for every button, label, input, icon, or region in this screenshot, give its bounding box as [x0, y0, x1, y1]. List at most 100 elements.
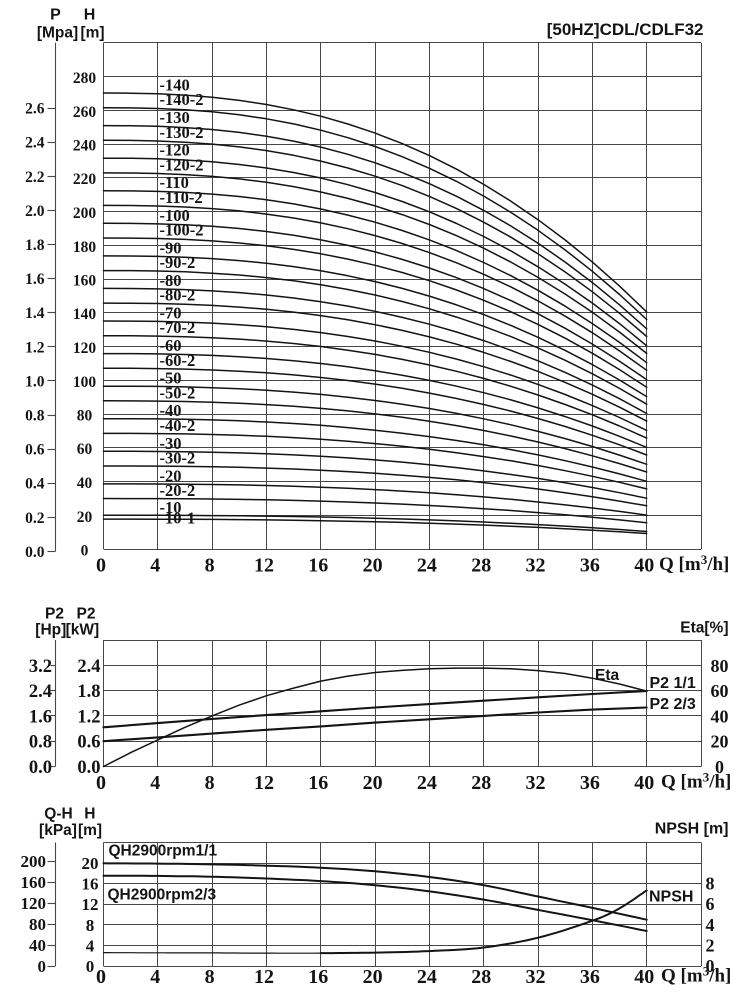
svg-text:0: 0 — [96, 966, 106, 988]
svg-text:28: 28 — [471, 966, 491, 988]
svg-text:140: 140 — [73, 306, 97, 323]
svg-text:220: 220 — [73, 171, 97, 188]
svg-text:60: 60 — [77, 441, 93, 458]
svg-text:Q [m3/h]: Q [m3/h] — [659, 552, 729, 575]
svg-text:8: 8 — [205, 555, 215, 577]
svg-text:200: 200 — [73, 205, 97, 222]
svg-text:P: P — [50, 7, 61, 24]
svg-text:-130: -130 — [160, 108, 190, 127]
svg-text:6: 6 — [706, 894, 715, 914]
svg-text:32: 32 — [526, 772, 546, 794]
svg-text:160: 160 — [73, 273, 97, 290]
svg-text:P2: P2 — [45, 606, 64, 623]
svg-text:24: 24 — [417, 772, 437, 794]
svg-text:NPSH [m]: NPSH [m] — [655, 821, 729, 838]
svg-text:1.8: 1.8 — [77, 682, 100, 702]
svg-text:32: 32 — [526, 555, 546, 577]
svg-text:Eta[%]: Eta[%] — [680, 620, 728, 637]
svg-text:100: 100 — [73, 374, 97, 391]
svg-text:-80: -80 — [160, 271, 182, 290]
svg-text:-40: -40 — [160, 401, 182, 420]
svg-text:2.6: 2.6 — [25, 101, 45, 118]
svg-text:-20-2: -20-2 — [160, 481, 196, 500]
svg-text:20: 20 — [363, 966, 383, 988]
svg-text:H: H — [84, 7, 96, 24]
svg-text:0.6: 0.6 — [25, 442, 45, 459]
svg-text:-10-1: -10-1 — [160, 509, 196, 528]
svg-text:-130-2: -130-2 — [160, 123, 204, 142]
svg-text:Q [m3/h]: Q [m3/h] — [661, 770, 731, 793]
svg-text:H: H — [84, 806, 95, 823]
svg-text:20: 20 — [363, 772, 383, 794]
svg-text:36: 36 — [580, 772, 600, 794]
svg-text:1.4: 1.4 — [25, 305, 45, 322]
svg-text:-140-2: -140-2 — [160, 90, 204, 109]
svg-text:0: 0 — [86, 957, 95, 976]
svg-text:80: 80 — [29, 915, 46, 934]
svg-text:-90: -90 — [160, 238, 182, 257]
svg-text:120: 120 — [73, 340, 97, 357]
svg-text:1.8: 1.8 — [25, 237, 45, 254]
svg-text:1.2: 1.2 — [77, 707, 100, 727]
svg-text:[kPa]: [kPa] — [39, 822, 77, 839]
svg-text:280: 280 — [73, 70, 97, 87]
svg-text:16: 16 — [308, 966, 328, 988]
svg-text:2.4: 2.4 — [77, 657, 100, 677]
svg-text:[m]: [m] — [78, 822, 102, 839]
svg-text:1.2: 1.2 — [25, 339, 45, 356]
svg-text:-120: -120 — [160, 141, 190, 160]
svg-text:QH2900rpm1/1: QH2900rpm1/1 — [109, 843, 218, 860]
svg-text:8: 8 — [706, 874, 715, 894]
svg-text:-50-2: -50-2 — [160, 383, 196, 402]
svg-text:-30-2: -30-2 — [160, 449, 196, 468]
svg-text:4: 4 — [86, 936, 95, 955]
svg-text:-70: -70 — [160, 304, 182, 323]
svg-text:40: 40 — [77, 475, 93, 492]
svg-text:[50HZ]CDL/CDLF32: [50HZ]CDL/CDLF32 — [547, 20, 704, 39]
svg-text:2.0: 2.0 — [25, 203, 45, 220]
svg-text:16: 16 — [308, 555, 328, 577]
svg-text:8: 8 — [205, 772, 215, 794]
svg-text:200: 200 — [21, 852, 47, 871]
svg-text:-100: -100 — [160, 206, 190, 225]
svg-text:260: 260 — [73, 104, 97, 121]
svg-text:[kW]: [kW] — [66, 622, 100, 639]
svg-text:0.8: 0.8 — [25, 408, 45, 425]
svg-text:16: 16 — [82, 875, 99, 894]
svg-text:Q [m3/h]: Q [m3/h] — [661, 964, 731, 987]
svg-text:0: 0 — [81, 543, 89, 560]
svg-text:1.6: 1.6 — [25, 271, 45, 288]
svg-text:2.2: 2.2 — [25, 169, 45, 186]
svg-text:36: 36 — [580, 555, 600, 577]
svg-text:12: 12 — [82, 895, 99, 914]
svg-text:36: 36 — [580, 966, 600, 988]
svg-text:20: 20 — [711, 732, 729, 752]
svg-text:QH2900rpm2/3: QH2900rpm2/3 — [108, 887, 217, 904]
svg-text:0: 0 — [706, 956, 715, 976]
svg-text:20: 20 — [363, 555, 383, 577]
svg-text:P2 1/1: P2 1/1 — [650, 675, 696, 692]
svg-text:3.2: 3.2 — [29, 657, 52, 677]
svg-text:[Mpa]: [Mpa] — [37, 25, 78, 42]
svg-text:28: 28 — [471, 555, 491, 577]
svg-text:0: 0 — [715, 757, 724, 777]
svg-text:2.4: 2.4 — [25, 135, 45, 152]
svg-text:-110-2: -110-2 — [160, 188, 203, 207]
svg-text:4: 4 — [150, 966, 160, 988]
svg-text:24: 24 — [417, 555, 437, 577]
svg-text:-70-2: -70-2 — [160, 318, 196, 337]
svg-text:40: 40 — [634, 966, 654, 988]
svg-text:-10: -10 — [160, 498, 182, 517]
svg-text:-120-2: -120-2 — [160, 155, 204, 174]
svg-text:120: 120 — [21, 894, 47, 913]
svg-text:2: 2 — [706, 935, 715, 955]
svg-text:40: 40 — [634, 772, 654, 794]
svg-text:0: 0 — [96, 772, 106, 794]
svg-text:8: 8 — [86, 916, 95, 935]
svg-text:Q-H: Q-H — [44, 806, 72, 823]
svg-text:0.8: 0.8 — [29, 733, 52, 753]
svg-text:0.0: 0.0 — [77, 758, 100, 778]
svg-text:4: 4 — [150, 772, 160, 794]
svg-text:20: 20 — [77, 509, 93, 526]
svg-text:12: 12 — [254, 555, 274, 577]
